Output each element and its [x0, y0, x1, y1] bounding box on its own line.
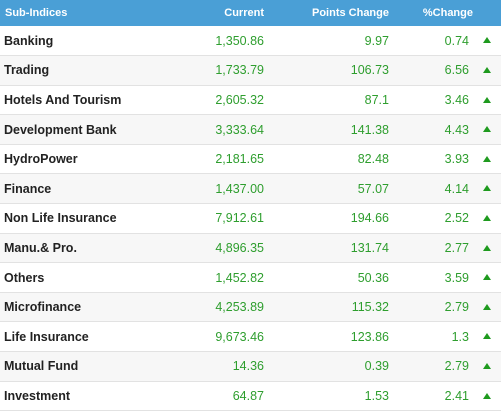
up-arrow-icon: [483, 67, 491, 74]
percent-change-value: 3.59: [444, 270, 469, 285]
percent-change-cell: 2.41: [395, 381, 501, 411]
percent-change-value: 4.43: [444, 122, 469, 137]
percent-change-value: 0.74: [444, 33, 469, 48]
current-value: 4,253.89: [215, 300, 264, 315]
header-points-change[interactable]: Points Change: [311, 7, 389, 19]
table-row[interactable]: HydroPower 2,181.65 82.48 3.93: [0, 144, 501, 174]
percent-change-cell: 4.14: [395, 174, 501, 204]
points-change-value: 123.86: [350, 329, 389, 344]
header-current[interactable]: Current: [224, 7, 264, 19]
sub-index-name: Manu.& Pro.: [4, 240, 77, 255]
header-sub-indices[interactable]: Sub-Indices: [5, 7, 68, 19]
up-arrow-icon: [483, 303, 491, 310]
table-row[interactable]: Banking 1,350.86 9.97 0.74: [0, 26, 501, 56]
sub-index-name: Non Life Insurance: [4, 211, 117, 226]
table-row[interactable]: Non Life Insurance 7,912.61 194.66 2.52: [0, 204, 501, 234]
sub-index-name: Finance: [4, 181, 52, 196]
up-arrow-icon: [483, 274, 491, 281]
current-value: 14.36: [232, 359, 264, 374]
percent-change-value: 6.56: [444, 63, 469, 78]
percent-change-cell: 1.3: [395, 322, 501, 352]
percent-change-cell: 2.79: [395, 352, 501, 382]
percent-change-cell: 4.43: [395, 115, 501, 145]
sub-index-name: Trading: [4, 63, 50, 78]
sub-index-name: Others: [4, 270, 45, 285]
points-change-value: 106.73: [350, 63, 389, 78]
points-change-value: 50.36: [357, 270, 389, 285]
sub-index-name: Life Insurance: [4, 329, 89, 344]
table-row[interactable]: Mutual Fund 14.36 0.39 2.79: [0, 351, 501, 382]
percent-change-cell: 2.52: [395, 204, 501, 234]
percent-change-cell: 3.59: [395, 263, 501, 293]
percent-change-cell: 2.77: [395, 233, 501, 263]
up-arrow-icon: [483, 215, 491, 222]
up-arrow-icon: [483, 363, 491, 370]
percent-change-value: 3.46: [444, 92, 469, 107]
current-value: 2,605.32: [215, 92, 264, 107]
points-change-value: 131.74: [350, 240, 389, 255]
points-change-value: 0.39: [364, 359, 389, 374]
percent-change-value: 3.93: [444, 152, 469, 167]
header-percent-change[interactable]: %Change: [422, 7, 473, 19]
up-arrow-icon: [483, 37, 491, 44]
percent-change-value: 2.79: [444, 359, 469, 374]
current-value: 4,896.35: [215, 240, 264, 255]
current-value: 1,452.82: [215, 270, 264, 285]
table-row[interactable]: Others 1,452.82 50.36 3.59: [0, 263, 501, 293]
percent-change-value: 2.52: [444, 211, 469, 226]
points-change-value: 82.48: [357, 152, 389, 167]
points-change-value: 9.97: [364, 33, 389, 48]
sub-index-name: Development Bank: [4, 122, 117, 137]
current-value: 2,181.65: [215, 152, 264, 167]
up-arrow-icon: [483, 126, 491, 133]
percent-change-cell: 6.56: [395, 56, 501, 86]
current-value: 1,437.00: [215, 181, 264, 196]
current-value: 3,333.64: [215, 122, 264, 137]
points-change-value: 87.1: [364, 92, 389, 107]
sub-index-name: Microfinance: [4, 300, 82, 315]
table-row[interactable]: Hotels And Tourism 2,605.32 87.1 3.46: [0, 85, 501, 115]
percent-change-value: 2.79: [444, 300, 469, 315]
current-value: 64.87: [232, 388, 264, 403]
percent-change-value: 1.3: [451, 329, 469, 344]
up-arrow-icon: [483, 185, 491, 192]
table-row[interactable]: Trading 1,733.79 106.73 6.56: [0, 55, 501, 86]
sub-index-name: HydroPower: [4, 152, 78, 167]
table-row[interactable]: Life Insurance 9,673.46 123.86 1.3: [0, 322, 501, 352]
percent-change-value: 4.14: [444, 181, 469, 196]
points-change-value: 115.32: [351, 300, 389, 315]
table-row[interactable]: Microfinance 4,253.89 115.32 2.79: [0, 292, 501, 322]
sub-index-name: Banking: [4, 33, 54, 48]
sub-index-name: Investment: [4, 388, 70, 403]
header-row: Sub-Indices Current Points Change %Chang…: [0, 0, 501, 26]
percent-change-value: 2.41: [444, 388, 469, 403]
percent-change-cell: 2.79: [395, 292, 501, 322]
up-arrow-icon: [483, 96, 491, 103]
table-row[interactable]: Investment 64.87 1.53 2.41: [0, 381, 501, 411]
table-row[interactable]: Manu.& Pro. 4,896.35 131.74 2.77: [0, 233, 501, 263]
table-row[interactable]: Development Bank 3,333.64 141.38 4.43: [0, 114, 501, 145]
percent-change-cell: 3.93: [395, 144, 501, 174]
sub-index-name: Hotels And Tourism: [4, 92, 122, 107]
sub-index-name: Mutual Fund: [4, 359, 79, 374]
table-body: Banking 1,350.86 9.97 0.74 Trading 1,733.79 10…: [0, 26, 501, 411]
percent-change-value: 2.77: [444, 240, 469, 255]
percent-change-cell: 3.46: [395, 85, 501, 115]
points-change-value: 57.07: [357, 181, 389, 196]
up-arrow-icon: [483, 244, 491, 251]
current-value: 9,673.46: [215, 329, 264, 344]
points-change-value: 141.38: [350, 122, 389, 137]
points-change-value: 1.53: [364, 388, 389, 403]
current-value: 1,733.79: [215, 63, 264, 78]
current-value: 7,912.61: [215, 211, 264, 226]
percent-change-cell: 0.74: [395, 26, 501, 56]
points-change-value: 194.66: [350, 211, 389, 226]
table-header: Sub-Indices Current Points Change %Chang…: [0, 0, 501, 26]
current-value: 1,350.86: [215, 33, 264, 48]
table-row[interactable]: Finance 1,437.00 57.07 4.14: [0, 173, 501, 204]
up-arrow-icon: [483, 155, 491, 162]
up-arrow-icon: [483, 392, 491, 399]
up-arrow-icon: [483, 333, 491, 340]
